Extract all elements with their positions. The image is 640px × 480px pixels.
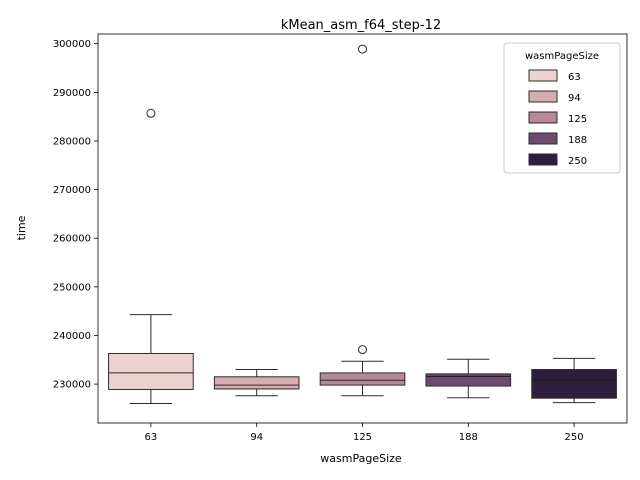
legend-item-94: 94 — [528, 90, 581, 104]
legend-swatch — [528, 69, 558, 82]
legend-swatch — [528, 90, 558, 103]
y-tick-label: 240000 — [53, 331, 91, 342]
legend-title: wasmPageSize — [525, 51, 599, 62]
chart-title: kMean_asm_f64_step-12 — [281, 18, 441, 33]
y-tick-label: 260000 — [53, 234, 91, 245]
x-tick-label: 94 — [250, 432, 263, 443]
box-125 — [319, 44, 406, 397]
legend-item-63: 63 — [528, 69, 581, 83]
legend-label: 188 — [568, 135, 587, 146]
y-tick-label: 290000 — [53, 88, 91, 99]
box-iqr — [531, 369, 617, 399]
box-250 — [531, 357, 617, 404]
y-tick-label: 270000 — [53, 185, 91, 196]
legend-swatch — [528, 111, 558, 124]
box-iqr — [213, 376, 300, 390]
box-iqr — [108, 352, 194, 390]
legend-swatch — [528, 153, 558, 166]
legend-label: 125 — [568, 114, 587, 125]
legend-item-188: 188 — [528, 132, 587, 146]
box-iqr — [319, 372, 406, 386]
y-tick-label: 250000 — [53, 282, 91, 293]
x-tick-label: 125 — [353, 432, 372, 443]
legend-frame — [503, 42, 621, 174]
y-tick-label: 230000 — [53, 380, 91, 391]
x-tick-label: 188 — [459, 432, 478, 443]
x-tick-label: 250 — [565, 432, 584, 443]
y-axis-label: time — [15, 215, 28, 240]
legend-label: 94 — [568, 93, 581, 104]
plot-frame — [97, 33, 628, 424]
box-94 — [213, 369, 300, 397]
y-tick-label: 300000 — [53, 39, 91, 50]
legend-label: 63 — [568, 72, 581, 83]
legend-label: 250 — [568, 156, 587, 167]
x-axis: 63 94 125 188 250 — [145, 423, 584, 443]
outlier-point — [358, 345, 367, 355]
y-tick-label: 280000 — [53, 136, 91, 147]
legend: wasmPageSize 63 94 125 188 250 — [503, 42, 621, 174]
y-axis: 230000 240000 250000 260000 270000 280000 2900… — [53, 39, 98, 391]
legend-item-125: 125 — [528, 111, 587, 125]
box-63 — [108, 108, 194, 405]
box-188 — [425, 358, 512, 399]
outlier-point — [146, 108, 156, 118]
legend-item-250: 250 — [528, 153, 587, 167]
box-series-group — [108, 44, 617, 405]
box-iqr — [425, 373, 512, 387]
outlier-point — [358, 44, 367, 54]
x-axis-label: wasmPageSize — [320, 452, 402, 465]
x-tick-label: 63 — [145, 432, 158, 443]
legend-swatch — [528, 132, 558, 145]
